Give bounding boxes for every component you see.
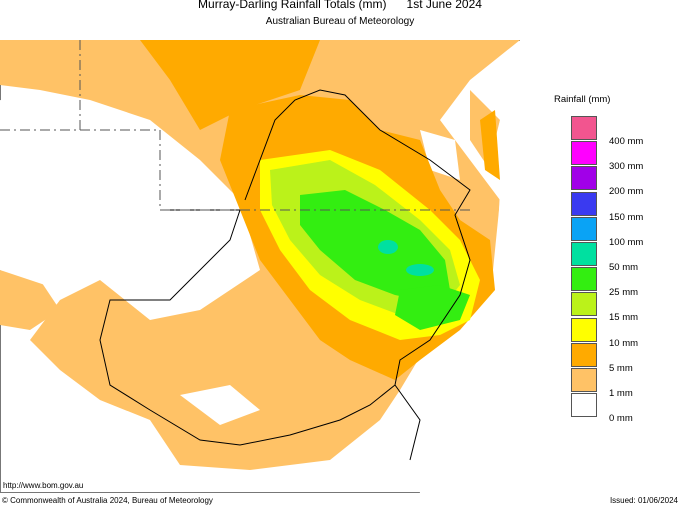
issued-date: Issued: 01/06/2024 xyxy=(609,496,678,505)
legend-swatch xyxy=(571,116,597,140)
legend-label: 150 mm xyxy=(609,211,644,223)
rain-0mm-areas xyxy=(0,40,680,493)
rainfall-map xyxy=(0,40,680,493)
legend-label: 400 mm xyxy=(609,136,644,147)
legend-swatch xyxy=(571,317,597,342)
legend-label: 300 mm xyxy=(609,161,644,173)
legend-swatch xyxy=(571,216,597,241)
legend-label: 50 mm xyxy=(609,262,639,273)
legend-label: 0 mm xyxy=(609,413,633,425)
legend-swatch xyxy=(571,393,597,418)
legend-label: 25 mm xyxy=(609,287,639,299)
legend-swatch xyxy=(571,141,597,166)
legend-label: 5 mm xyxy=(609,362,633,374)
legend-swatch xyxy=(571,292,597,317)
website-url[interactable]: http://www.bom.gov.au xyxy=(3,481,84,490)
legend-label: 10 mm xyxy=(609,337,639,349)
legend-swatch xyxy=(571,267,597,292)
legend-label: 100 mm xyxy=(609,236,644,248)
legend-title: Rainfall (mm) xyxy=(554,94,611,105)
state-borders xyxy=(99,89,471,461)
legend-label: 15 mm xyxy=(609,312,639,324)
rain-25mm-area-coast xyxy=(395,285,470,330)
map-title: Murray-Darling Rainfall Totals (mm) 1st … xyxy=(198,0,482,11)
state-boundary-dashed xyxy=(0,40,470,211)
legend-label: 200 mm xyxy=(609,186,644,198)
legend-swatch xyxy=(571,191,597,216)
legend-swatch xyxy=(571,368,597,392)
legend-swatch xyxy=(571,166,597,191)
legend-swatch xyxy=(571,342,597,367)
rain-50mm-areas xyxy=(378,240,434,276)
map-subtitle: Australian Bureau of Meteorology xyxy=(265,16,415,27)
copyright: © Commonwealth of Australia 2024, Bureau… xyxy=(2,496,213,505)
legend-label: 1 mm xyxy=(609,388,633,399)
legend-swatch xyxy=(571,242,597,266)
